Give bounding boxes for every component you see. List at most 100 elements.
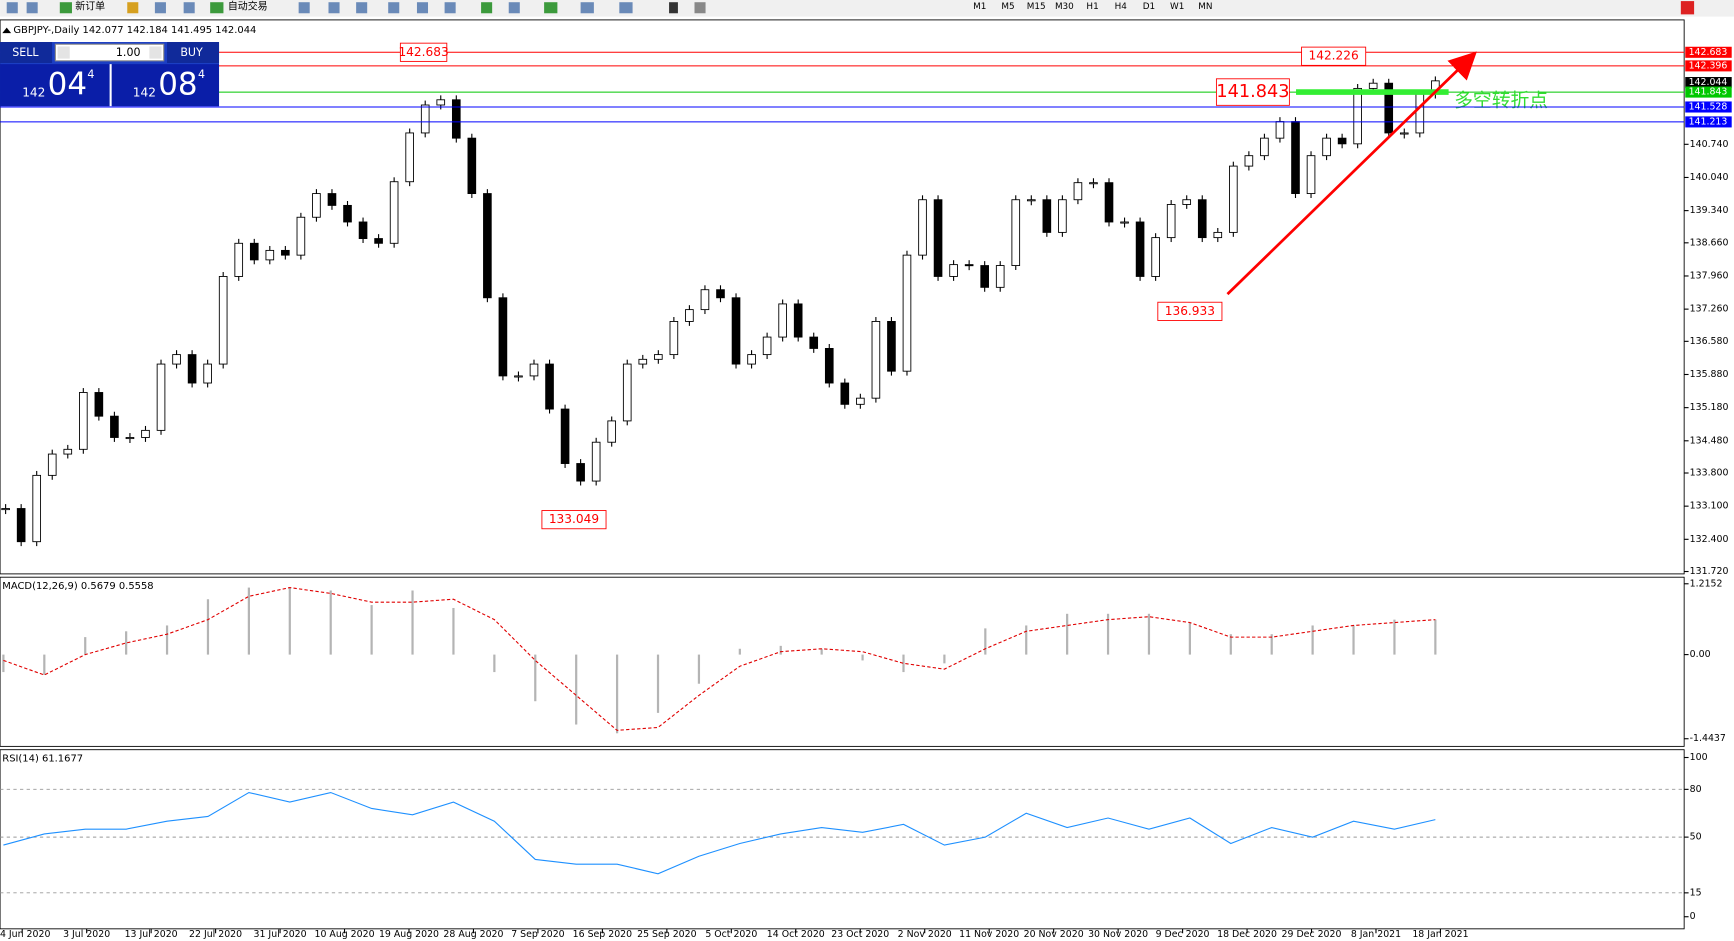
icon[interactable] — [127, 2, 139, 14]
plot: 140.740 140.040 139.340 138.660 137.960 137.2… — [0, 42, 1732, 940]
candle — [1213, 231, 1223, 239]
candle — [1073, 182, 1083, 201]
y-tick-label: 15 — [1690, 887, 1702, 898]
macd-bar — [370, 605, 373, 655]
x-tick-label: 18 Jan 2021 — [1412, 929, 1468, 940]
icon-alert[interactable] — [1680, 1, 1695, 15]
timeframe-button[interactable]: W1 — [1170, 2, 1184, 12]
x-tick-label: 19 Aug 2020 — [379, 929, 439, 940]
candle — [63, 448, 73, 455]
icon[interactable] — [183, 2, 195, 14]
timeframe-button[interactable]: H1 — [1086, 2, 1098, 12]
y-tick-label: 139.340 — [1690, 205, 1729, 216]
icon-auto-trading[interactable] — [210, 2, 224, 14]
macd-title: MACD(12,26,9) 0.5679 0.5558 — [2, 581, 153, 592]
icon[interactable] — [619, 2, 633, 14]
icon[interactable] — [154, 2, 166, 14]
macd-bar — [984, 628, 987, 655]
buy-button[interactable] — [167, 42, 220, 64]
icon[interactable] — [444, 2, 456, 14]
price-annotation-box — [1301, 46, 1367, 66]
macd-bar — [1352, 625, 1355, 655]
rsi-title: RSI(14) 61.1677 — [2, 754, 83, 765]
auto-trading-label[interactable]: 自动交易 — [228, 0, 268, 13]
candle — [249, 242, 259, 261]
level-label: 141.843 — [1689, 87, 1728, 98]
lot-value[interactable]: 1.00 — [116, 46, 141, 59]
candle — [1166, 204, 1176, 239]
candle — [1058, 199, 1067, 233]
candle — [654, 354, 663, 360]
candle — [234, 242, 244, 277]
main-pane — [0, 19, 1685, 575]
icon[interactable] — [328, 2, 340, 14]
icon[interactable] — [298, 2, 310, 14]
timeframe-button[interactable]: H4 — [1115, 2, 1128, 12]
lot-input[interactable] — [54, 43, 165, 62]
candle — [1151, 237, 1160, 277]
sell-label[interactable]: SELL — [12, 46, 39, 59]
collapse-icon[interactable] — [2, 27, 12, 34]
icon[interactable] — [388, 2, 400, 14]
timeframe-button[interactable]: D1 — [1143, 2, 1155, 12]
icon[interactable] — [669, 2, 678, 14]
timeframe-button[interactable]: M15 — [1027, 2, 1046, 12]
candle — [1197, 199, 1207, 239]
candle — [731, 297, 741, 365]
candle — [576, 463, 585, 482]
candle — [529, 363, 539, 377]
price-annotation: 142.226 — [1308, 49, 1358, 63]
y-tick-label: 0 — [1690, 911, 1696, 922]
x-tick-label: 25 Sep 2020 — [637, 929, 696, 940]
icon[interactable] — [356, 2, 368, 14]
y-tick-label: 100 — [1690, 752, 1708, 763]
icon[interactable] — [544, 2, 558, 14]
icon[interactable] — [416, 2, 429, 14]
candle — [1306, 155, 1316, 195]
candle — [327, 193, 337, 206]
buy-price[interactable] — [111, 64, 220, 107]
icon[interactable] — [6, 2, 18, 14]
candle — [747, 354, 756, 365]
candle — [1415, 93, 1425, 134]
icon[interactable] — [580, 2, 594, 14]
icon[interactable] — [481, 2, 493, 14]
timeframe-button[interactable]: M5 — [1001, 2, 1014, 12]
sell-price-mid: 04 — [48, 67, 87, 103]
buy-label[interactable]: BUY — [180, 46, 203, 59]
macd-bar — [1311, 625, 1314, 655]
candle — [778, 303, 787, 338]
price-annotation: 133.049 — [549, 512, 599, 526]
macd-bar — [779, 645, 782, 655]
new-order-label[interactable]: 新订单 — [75, 0, 105, 13]
macd-bar — [943, 654, 946, 664]
sell-price[interactable] — [0, 64, 110, 107]
macd-bar — [1188, 622, 1191, 655]
macd-bar — [697, 654, 701, 684]
x-tick-label: 3 Jul 2020 — [63, 929, 110, 940]
icon[interactable] — [26, 2, 38, 14]
macd-bar — [534, 654, 537, 702]
macd-bar — [43, 654, 46, 675]
y-tick-label: 137.960 — [1690, 270, 1729, 281]
sell-button[interactable] — [0, 42, 53, 64]
timeframe-button[interactable]: M30 — [1055, 2, 1074, 12]
candle — [607, 420, 617, 443]
icon[interactable] — [694, 2, 706, 14]
candle — [389, 181, 399, 244]
level-label: 142.044 — [1689, 77, 1728, 88]
candle — [591, 441, 601, 482]
timeframe-button[interactable]: M1 — [973, 2, 986, 12]
y-tick-label: 137.260 — [1690, 304, 1729, 315]
y-tick-label: -1.4437 — [1690, 733, 1726, 744]
y-tick-label: 136.580 — [1690, 336, 1729, 347]
candle — [47, 453, 57, 476]
icon[interactable] — [508, 2, 520, 14]
candle — [1182, 199, 1192, 205]
x-tick-label: 11 Nov 2020 — [959, 929, 1019, 940]
icon-new-order[interactable] — [59, 2, 72, 14]
candle — [187, 354, 197, 384]
timeframe-button[interactable]: MN — [1198, 2, 1212, 12]
